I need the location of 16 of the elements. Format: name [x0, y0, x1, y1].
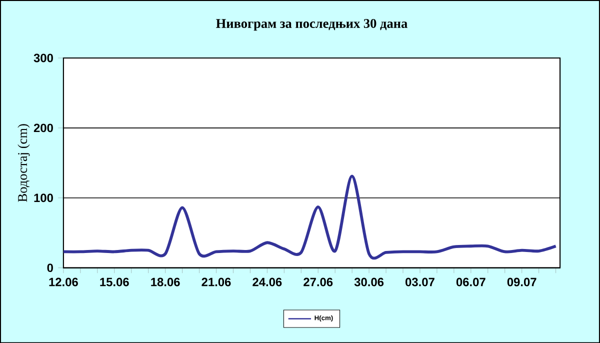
x-tick-label: 21.06	[202, 278, 231, 286]
y-tick-label: 100	[34, 194, 53, 202]
x-tick-label: 27.06	[304, 278, 333, 286]
y-axis-title: Водостај (cm)	[18, 124, 30, 202]
x-tick-label: 12.06	[49, 278, 78, 286]
chart-title: Нивограм за последњих 30 дана	[216, 18, 408, 31]
x-tick-label: 09.07	[507, 278, 536, 286]
x-tick-label: 06.07	[456, 278, 486, 286]
y-tick-label: 200	[34, 124, 53, 132]
x-tick-label: 24.06	[252, 278, 282, 286]
x-tick-label: 30.06	[354, 278, 384, 286]
y-tick-label: 0	[47, 263, 53, 272]
x-tick-label: 03.07	[406, 278, 434, 286]
x-tick-label: 15.06	[100, 278, 129, 286]
y-tick-label: 300	[34, 54, 53, 62]
x-tick-label: 18.06	[151, 278, 180, 286]
